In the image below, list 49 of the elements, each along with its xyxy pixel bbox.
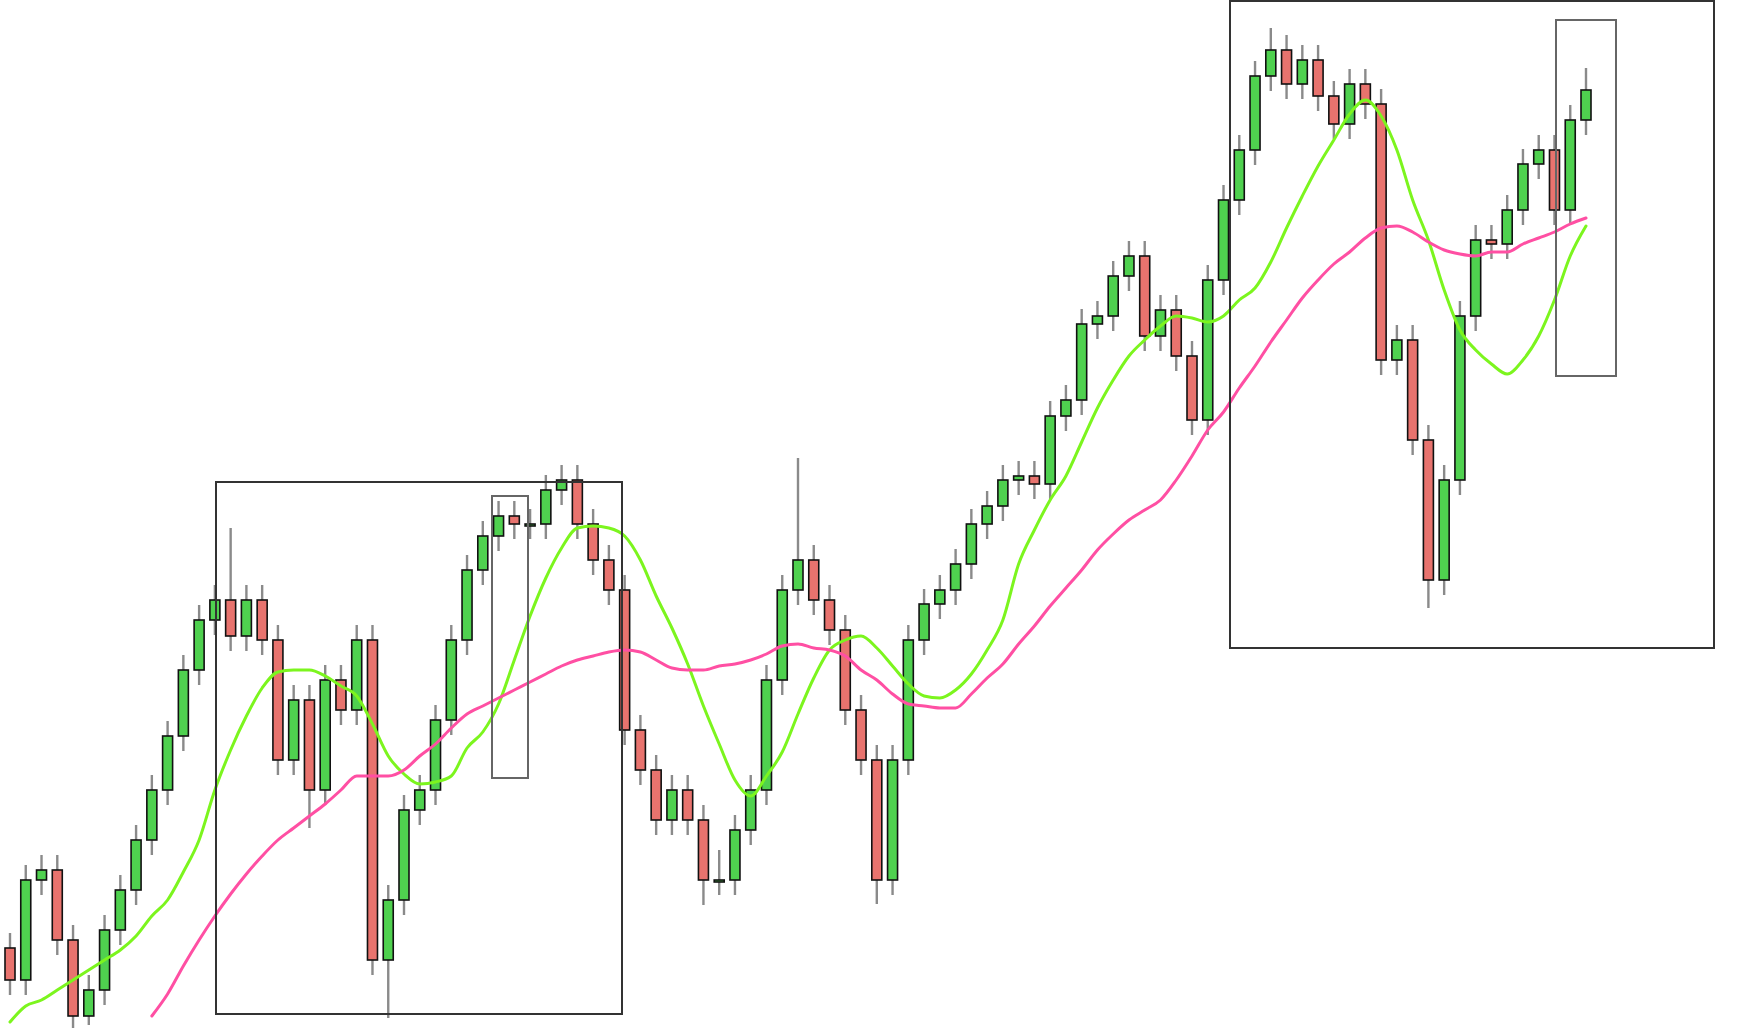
candlestick [744,773,757,847]
candlestick [4,931,16,997]
candlestick [1107,259,1119,333]
candlestick [965,507,978,581]
candlestick [807,543,820,617]
candlestick [1296,43,1309,101]
candlestick [413,773,426,827]
candlestick [83,973,95,1027]
candlestick [1532,133,1545,181]
candlestick [666,773,678,837]
candlestick [508,499,521,541]
candlestick [1485,223,1498,261]
candlestick [997,463,1009,523]
candlestick [1170,293,1183,373]
candlestick [224,526,237,653]
candlestick [256,583,268,657]
candlestick [524,507,536,541]
candlestick [1517,147,1529,227]
candlestick [634,713,647,787]
candlestick [1265,26,1277,93]
candlestick [477,519,489,587]
candlestick [1091,299,1104,341]
candlestick [949,547,962,607]
candlestick [1123,239,1135,293]
candlestick [587,507,599,577]
candlestick [571,463,584,541]
candlestick [1501,193,1513,261]
candlestick [681,773,694,837]
candlestick [981,489,993,541]
candlestick [1012,459,1025,497]
candlestick [114,873,127,947]
candlestick [823,583,836,647]
candlestick [934,573,946,621]
candlestick [792,456,804,607]
candlestick [1312,43,1324,113]
candlestick [1060,383,1072,433]
candlestick [1280,33,1293,101]
candlestick [918,587,930,657]
candlestick [1328,79,1340,141]
candlestick [713,848,725,897]
candlestick [1391,323,1403,377]
candlestick [335,663,347,727]
candlestick [540,473,552,541]
candlestick [35,853,48,897]
candlestick [240,583,253,653]
candlestick [1580,66,1592,137]
candlestick [1028,459,1041,501]
candlestick [603,543,615,607]
candlestick [492,499,505,553]
